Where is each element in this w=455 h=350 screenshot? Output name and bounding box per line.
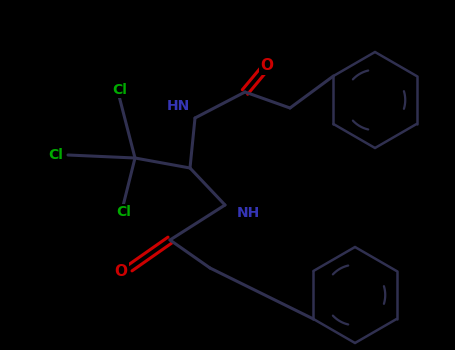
Text: HN: HN [167,99,190,113]
Text: NH: NH [237,206,260,220]
Text: Cl: Cl [116,205,131,219]
Text: O: O [114,264,127,279]
Text: Cl: Cl [112,83,127,97]
Text: O: O [261,58,273,74]
Text: Cl: Cl [48,148,63,162]
